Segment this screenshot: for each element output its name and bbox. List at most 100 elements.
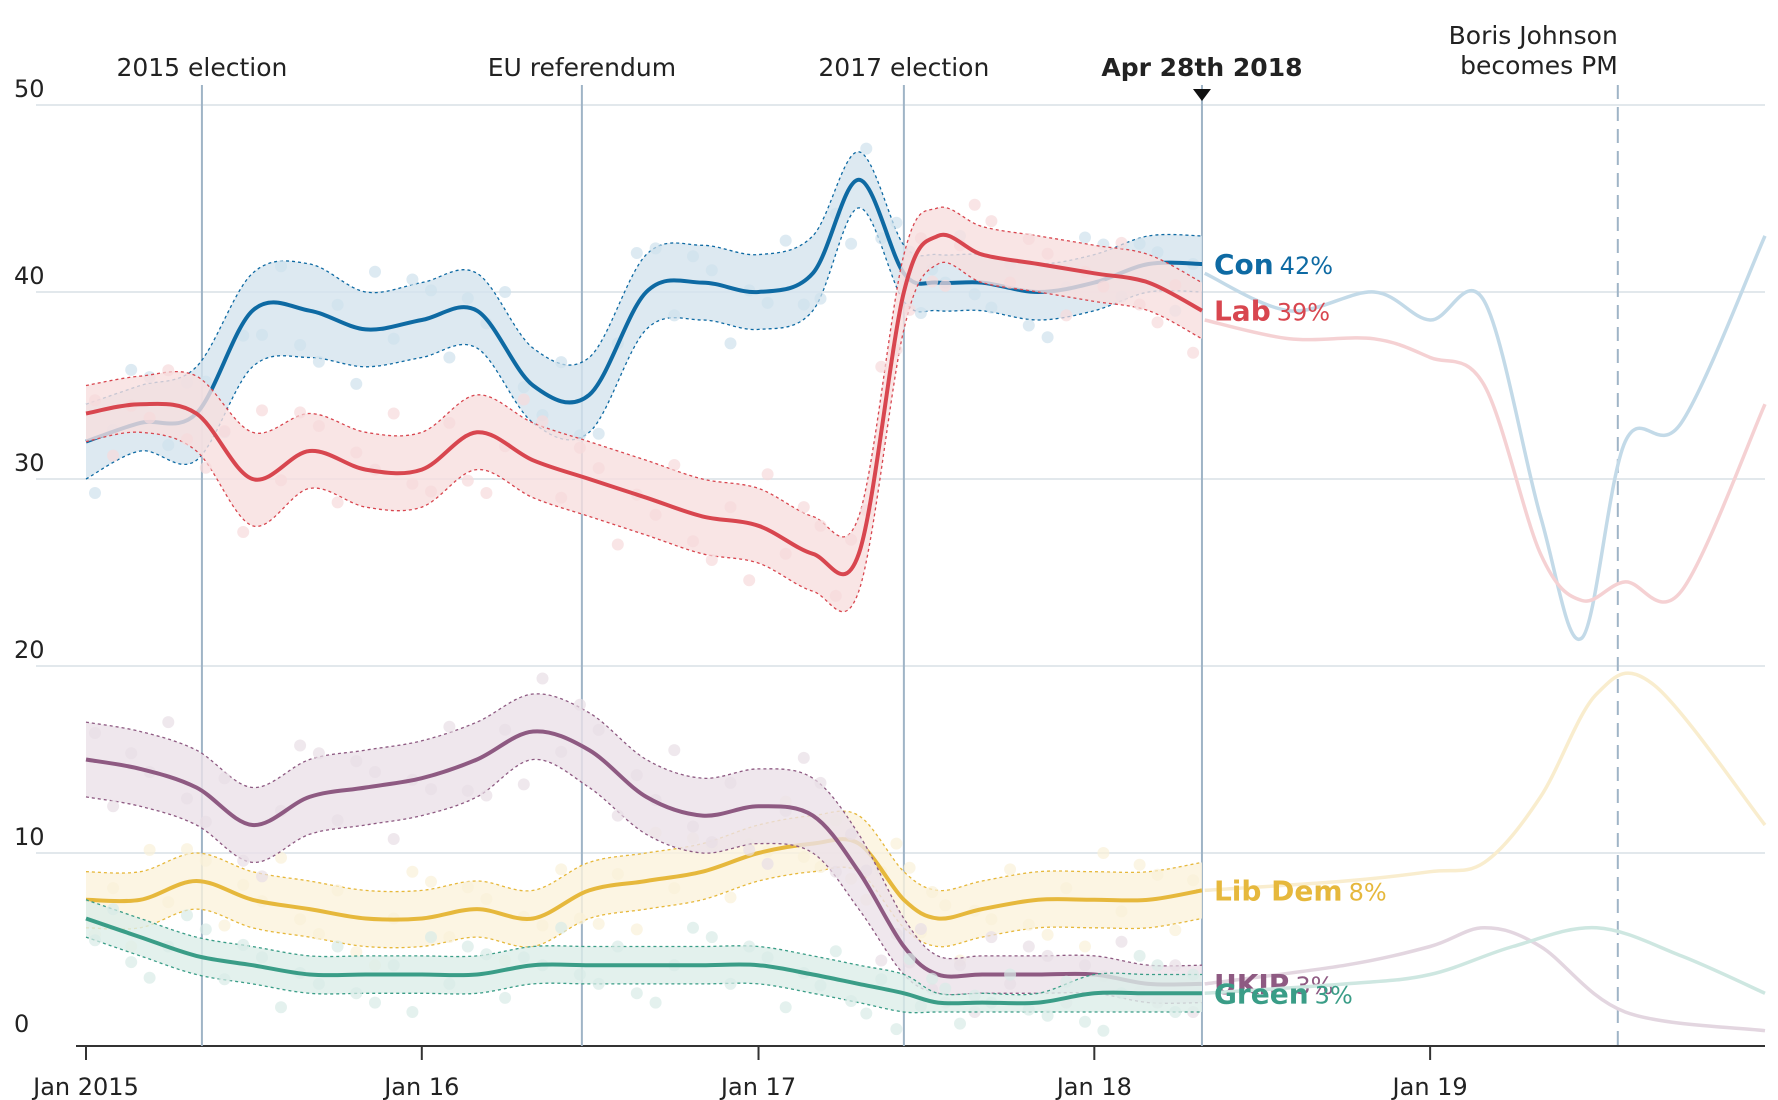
poll-dot <box>668 882 681 895</box>
event-label: Boris Johnson <box>1449 21 1618 50</box>
poll-dot <box>387 959 400 972</box>
poll-dot <box>1169 924 1182 937</box>
event-label: becomes PM <box>1460 51 1618 80</box>
poll-dot <box>954 959 966 972</box>
poll-dot <box>649 508 662 521</box>
poll-dot <box>1004 968 1017 981</box>
poll-dot <box>779 1001 792 1014</box>
poll-dot <box>1187 968 1200 981</box>
poll-dot <box>968 288 981 301</box>
poll-dot <box>1133 298 1146 311</box>
poll-dot <box>443 720 456 733</box>
poll-dot <box>237 329 250 342</box>
poll-dot <box>425 783 437 796</box>
poll-dot <box>461 292 474 305</box>
poll-dot <box>555 863 568 876</box>
poll-dot <box>592 977 605 990</box>
poll-dot <box>256 328 268 341</box>
poll-dot <box>1041 1009 1054 1022</box>
poll-dot <box>237 526 250 538</box>
series-con: Con 42% <box>85 142 1767 642</box>
poll-dot <box>387 332 400 345</box>
poll-dot <box>939 899 952 912</box>
poll-dot <box>592 462 605 475</box>
series-name: UKIP <box>1214 968 1289 1001</box>
poll-dot <box>237 854 250 867</box>
poll-dot <box>350 946 363 958</box>
series-name: Con <box>1214 248 1274 281</box>
poll-dot <box>814 861 827 873</box>
poll-dot <box>914 307 927 319</box>
poll-dot <box>630 247 643 259</box>
poll-dot <box>181 909 193 922</box>
poll-dot <box>903 303 916 316</box>
poll-dot <box>406 273 419 286</box>
poll-dot <box>1041 949 1054 962</box>
poll-dot <box>573 912 586 925</box>
confidence-upper <box>85 151 1203 405</box>
poll-dot <box>294 406 307 419</box>
poll-dot <box>1133 237 1146 250</box>
poll-dot <box>480 893 493 905</box>
confidence-upper <box>85 899 1202 996</box>
poll-dot <box>1079 231 1091 244</box>
poll-dot <box>350 446 363 459</box>
poll-dot <box>914 1000 927 1013</box>
poll-dot <box>985 913 998 926</box>
poll-dot <box>125 747 138 760</box>
poll-dot <box>162 716 175 729</box>
x-tick-label: Jan 19 <box>1391 1073 1468 1100</box>
poll-dot <box>573 441 586 454</box>
poll-dot <box>611 538 624 551</box>
poll-dot <box>425 931 437 944</box>
poll-dot <box>143 843 156 856</box>
poll-dot <box>1041 331 1054 344</box>
poll-dot <box>517 381 530 394</box>
poll-dot <box>369 265 381 278</box>
poll-dot <box>1097 1024 1110 1037</box>
event-label: 2015 election <box>116 53 287 82</box>
poll-dot <box>668 309 681 322</box>
series-future-line <box>1204 925 1766 996</box>
poll-dot <box>1079 1015 1091 1028</box>
poll-dot <box>875 973 888 986</box>
poll-dot <box>845 995 858 1007</box>
poll-dot <box>968 198 981 211</box>
poll-dot <box>1060 309 1073 322</box>
poll-dot <box>814 519 827 532</box>
series-pct: 39% <box>1277 299 1330 327</box>
y-tick-label: 40 <box>14 262 45 290</box>
poll-dot <box>860 142 873 155</box>
poll-dot <box>814 979 827 992</box>
poll-dot <box>89 727 101 739</box>
poll-dot <box>555 356 568 369</box>
poll-dot <box>312 977 325 990</box>
series-line <box>85 232 1203 577</box>
poll-dot <box>687 535 699 548</box>
poll-dot <box>555 921 568 934</box>
series-end-label: Con 42% <box>1214 248 1333 281</box>
poll-dot <box>1151 959 1164 972</box>
poll-dot <box>860 1007 873 1020</box>
series-end-label: Lab 39% <box>1214 295 1330 328</box>
poll-dot <box>630 987 643 1000</box>
poll-dot <box>89 934 101 947</box>
poll-dot <box>331 496 344 509</box>
event-label: 2017 election <box>818 53 989 82</box>
poll-dot <box>903 953 916 965</box>
poll-dot <box>687 250 699 263</box>
poll-dot <box>592 723 605 736</box>
poll-dot <box>461 784 474 797</box>
confidence-band <box>86 899 1202 1013</box>
series-future-line <box>1204 671 1767 893</box>
poll-dot <box>1004 276 1017 289</box>
poll-dot <box>443 931 456 944</box>
poll-dot <box>107 882 120 895</box>
poll-dot <box>256 404 268 417</box>
poll-dot <box>181 792 193 805</box>
poll-dot <box>461 881 474 894</box>
poll-dot <box>181 843 193 856</box>
poll-dot <box>256 951 268 964</box>
x-tick-label: Jan 16 <box>382 1073 459 1100</box>
